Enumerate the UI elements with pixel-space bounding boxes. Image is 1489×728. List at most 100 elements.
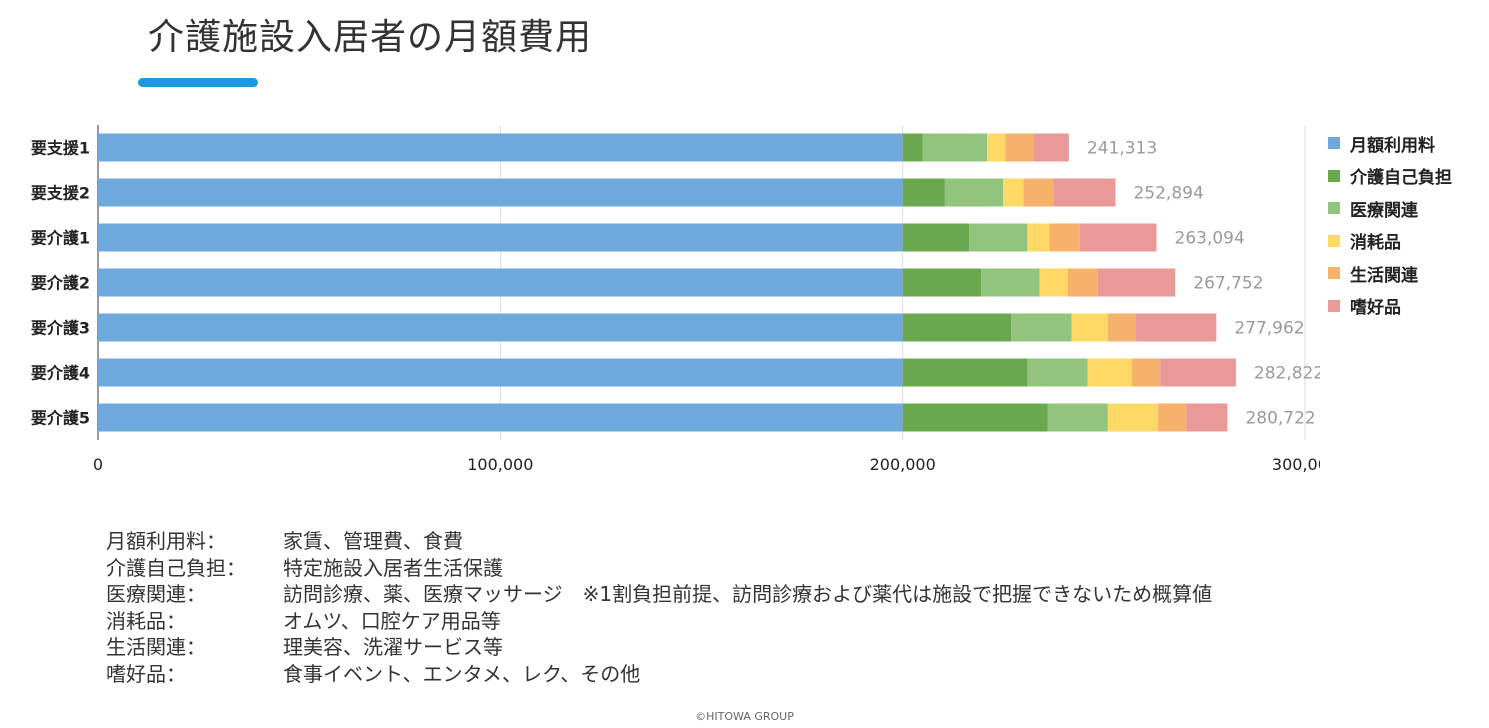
bar-segment (902, 178, 945, 207)
page-title: 介護施設入居者の月額費用 (148, 17, 593, 58)
bar-segment (1027, 358, 1088, 387)
bar-segment (98, 403, 903, 432)
definition-desc: 食事イベント、エンタメ、レク、その他 (283, 661, 641, 686)
bar-segment (1039, 268, 1068, 297)
bar-segment (902, 223, 970, 252)
total-label: 252,894 (1133, 184, 1203, 204)
bar-segment (922, 133, 988, 162)
x-tick-label: 0 (93, 455, 103, 474)
total-label: 280,722 (1245, 409, 1315, 429)
bar-segment (1053, 178, 1116, 207)
definition-row: 介護自己負担： 特定施設入居者生活保護 (106, 555, 1212, 582)
legend-swatch (1328, 202, 1340, 215)
legend-label: 消耗品 (1350, 233, 1401, 254)
definition-term: 生活関連： (106, 635, 206, 660)
definition-row: 生活関連： 理美容、洗濯サービス等 (106, 634, 1212, 661)
definition-row: 月額利用料： 家賃、管理費、食費 (106, 528, 1212, 555)
bar-segment (1131, 358, 1161, 387)
x-tick-label: 200,000 (870, 455, 936, 474)
bar-segment (1033, 133, 1069, 162)
legend-item: 医療関連 (1328, 192, 1452, 225)
definition-row: 消耗品： オムツ、口腔ケア用品等 (106, 608, 1212, 635)
total-label: 263,094 (1175, 229, 1245, 249)
chart-legend: 月額利用料 介護自己負担 医療関連 消耗品 生活関連 嗜好品 (1328, 127, 1452, 322)
bar-segment (1003, 178, 1024, 207)
definition-term: 消耗品： (106, 608, 186, 633)
bar-segment (1011, 313, 1072, 342)
bar-segment (1097, 268, 1176, 297)
category-label: 要介護4 (31, 364, 90, 383)
bar-segment (1107, 403, 1159, 432)
legend-label: 生活関連 (1350, 265, 1418, 286)
legend-label: 医療関連 (1350, 200, 1418, 221)
definition-desc: 理美容、洗濯サービス等 (283, 635, 503, 660)
definition-row: 嗜好品： 食事イベント、エンタメ、レク、その他 (106, 661, 1212, 688)
total-label: 241,313 (1087, 139, 1157, 159)
legend-swatch (1328, 137, 1340, 150)
legend-swatch (1328, 234, 1340, 247)
x-tick-label: 100,000 (467, 455, 533, 474)
bar-segment (1067, 268, 1098, 297)
bar-segment (969, 223, 1028, 252)
legend-swatch (1328, 299, 1340, 312)
bar-segment (1079, 223, 1157, 252)
category-label: 要介護5 (31, 409, 90, 428)
bar-segment (1005, 133, 1034, 162)
bar-segment (98, 223, 903, 252)
category-label: 要支援2 (31, 184, 90, 203)
definition-desc: 訪問診療、薬、医療マッサージ ※1割負担前提、訪問診療および薬代は施設で把握でき… (283, 582, 1213, 607)
total-label: 277,962 (1234, 319, 1304, 339)
category-label: 要支援1 (31, 139, 90, 158)
x-tick-label: 300,000 (1272, 455, 1320, 474)
legend-item: 嗜好品 (1328, 290, 1452, 323)
bar-segment (98, 358, 903, 387)
definition-term: 嗜好品： (106, 661, 186, 686)
bar-segment (1136, 313, 1217, 342)
total-label: 267,752 (1193, 274, 1263, 294)
bar-segment (98, 268, 903, 297)
bar-segment (1023, 178, 1054, 207)
bar-segment (1049, 223, 1080, 252)
legend-item: 消耗品 (1328, 225, 1452, 258)
bar-segment (944, 178, 1004, 207)
bar-segment (98, 178, 903, 207)
copyright: ©HITOWA GROUP (695, 710, 794, 723)
bar-segment (902, 358, 1028, 387)
legend-item: 生活関連 (1328, 257, 1452, 290)
category-label: 要介護3 (31, 319, 90, 338)
category-label: 要介護2 (31, 274, 90, 293)
legend-label: 月額利用料 (1350, 135, 1435, 156)
bar-segment (1160, 358, 1236, 387)
category-label: 要介護1 (31, 229, 90, 248)
bar-segment (902, 403, 1048, 432)
legend-label: 嗜好品 (1350, 298, 1401, 319)
legend-item: 月額利用料 (1328, 127, 1452, 160)
definition-term: 月額利用料： (106, 529, 226, 554)
legend-item: 介護自己負担 (1328, 160, 1452, 193)
bar-segment (981, 268, 1040, 297)
bar-segment (98, 313, 903, 342)
bar-segment (1087, 358, 1132, 387)
legend-swatch (1328, 267, 1340, 280)
definition-desc: 特定施設入居者生活保護 (283, 555, 503, 580)
definition-term: 医療関連： (106, 582, 206, 607)
bar-segment (1027, 223, 1050, 252)
title-underline (138, 78, 258, 87)
bar-segment (987, 133, 1006, 162)
stacked-bar-chart: 0 100,000 200,000 300,000 要支援1 241,313 要支援2 252… (31, 125, 1320, 474)
bar-segment (1158, 403, 1187, 432)
definition-term: 介護自己負担： (106, 555, 246, 580)
total-label: 282,822 (1254, 364, 1320, 384)
definition-desc: オムツ、口腔ケア用品等 (283, 608, 501, 633)
bar-segment (902, 268, 982, 297)
cost-definitions: 月額利用料： 家賃、管理費、食費 介護自己負担： 特定施設入居者生活保護 医療関連：… (106, 528, 1212, 687)
bar-segment (902, 313, 1012, 342)
bar-segment (902, 133, 923, 162)
bar-segment (1186, 403, 1228, 432)
bar-segment (98, 133, 903, 162)
bar-segment (1107, 313, 1137, 342)
definition-desc: 家賃、管理費、食費 (283, 529, 463, 554)
legend-label: 介護自己負担 (1350, 168, 1452, 189)
legend-swatch (1328, 169, 1340, 182)
bar-segment (1047, 403, 1108, 432)
